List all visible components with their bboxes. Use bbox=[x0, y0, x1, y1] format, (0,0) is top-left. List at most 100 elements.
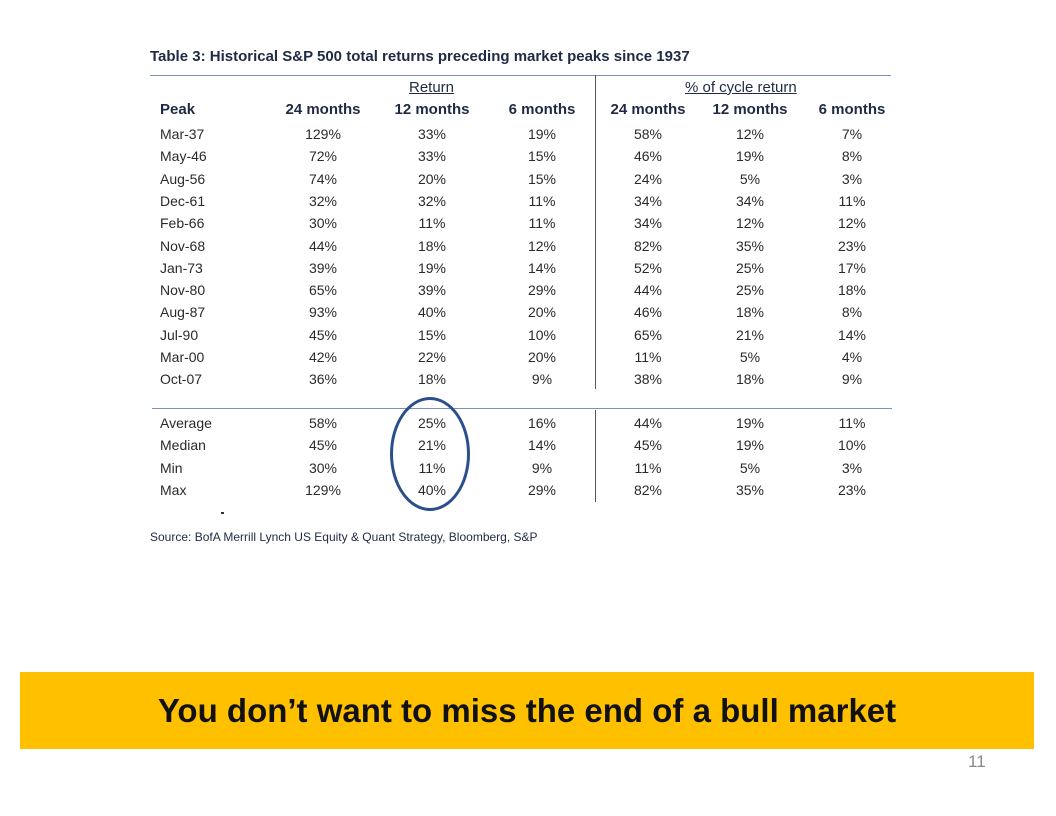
table-cell: 29% bbox=[527, 282, 557, 298]
row-label: Aug-87 bbox=[160, 304, 206, 320]
table-row: Mar-00 42% 22% 20% 11% 5% 4% bbox=[150, 346, 895, 368]
table-cell: 11% bbox=[634, 460, 662, 476]
table-cell: 29% bbox=[527, 482, 557, 498]
table-cell: 25% bbox=[735, 282, 765, 298]
summary-row: Min 30% 11% 9% 11% 5% 3% bbox=[150, 457, 895, 479]
table-cell: 12% bbox=[735, 126, 765, 142]
table-cell: 11% bbox=[528, 215, 556, 231]
table-cell: 19% bbox=[527, 126, 557, 142]
stray-mark bbox=[221, 512, 224, 514]
table-cell: 32% bbox=[308, 193, 338, 209]
table-cell: 5% bbox=[739, 460, 761, 476]
table-cell: 25% bbox=[735, 260, 765, 276]
row-label: Oct-07 bbox=[160, 371, 203, 387]
table-cell: 45% bbox=[308, 327, 338, 343]
table-cell: 52% bbox=[633, 260, 663, 276]
table-cell: 129% bbox=[305, 482, 341, 498]
table-cell: 46% bbox=[633, 304, 663, 320]
table-row: Nov-68 44% 18% 12% 82% 35% 23% bbox=[150, 235, 895, 257]
table-cell: 12% bbox=[837, 215, 867, 231]
table-row: Nov-80 65% 39% 29% 44% 25% 18% bbox=[150, 279, 895, 301]
table-row: Dec-61 32% 32% 11% 34% 34% 11% bbox=[150, 190, 895, 212]
table-cell: 18% bbox=[735, 371, 765, 387]
row-label: Median bbox=[160, 437, 206, 453]
table-cell: 11% bbox=[634, 349, 662, 365]
banner-text: You don’t want to miss the end of a bull… bbox=[157, 691, 897, 729]
row-label: Max bbox=[160, 482, 187, 498]
column-group-divider bbox=[595, 75, 596, 389]
table-cell: 38% bbox=[633, 371, 663, 387]
table-cell: 15% bbox=[417, 327, 447, 343]
summary-row: Max 129% 40% 29% 82% 35% 23% bbox=[150, 479, 895, 501]
table-cell: 40% bbox=[417, 304, 447, 320]
table-cell: 18% bbox=[417, 371, 447, 387]
table-row: Aug-87 93% 40% 20% 46% 18% 8% bbox=[150, 301, 895, 323]
table-cell: 22% bbox=[417, 349, 447, 365]
table-cell: 45% bbox=[633, 437, 663, 453]
summary-group-divider bbox=[595, 410, 596, 502]
table-cell: 24% bbox=[633, 171, 663, 187]
table-cell: 17% bbox=[837, 260, 867, 276]
table-row: Mar-37 129% 33% 19% 58% 12% 7% bbox=[150, 123, 895, 145]
table-row: Jul-90 45% 15% 10% 65% 21% 14% bbox=[150, 324, 895, 346]
table-cell: 30% bbox=[308, 215, 338, 231]
table-cell: 20% bbox=[527, 349, 557, 365]
column-header: 12 months bbox=[712, 101, 788, 118]
table-row: Feb-66 30% 11% 11% 34% 12% 12% bbox=[150, 212, 895, 234]
table-cell: 39% bbox=[417, 282, 447, 298]
row-label: Dec-61 bbox=[160, 193, 206, 209]
column-header: 24 months bbox=[610, 101, 686, 118]
table-cell: 72% bbox=[308, 148, 338, 164]
table-cell: 44% bbox=[308, 238, 338, 254]
column-header: Peak bbox=[160, 101, 196, 118]
column-header: 12 months bbox=[394, 101, 470, 118]
table-cell: 82% bbox=[633, 482, 663, 498]
table-row: Oct-07 36% 18% 9% 38% 18% 9% bbox=[150, 368, 895, 390]
table-cell: 65% bbox=[308, 282, 338, 298]
table-cell: 20% bbox=[417, 171, 447, 187]
table-cell: 18% bbox=[837, 282, 867, 298]
table-cell: 58% bbox=[633, 126, 663, 142]
table-cell: 18% bbox=[417, 238, 447, 254]
table-cell: 93% bbox=[308, 304, 338, 320]
table-cell: 10% bbox=[527, 327, 557, 343]
source-note: Source: BofA Merrill Lynch US Equity & Q… bbox=[150, 530, 538, 544]
table-cell: 12% bbox=[527, 238, 557, 254]
row-label: Aug-56 bbox=[160, 171, 206, 187]
returns-table: Table 3: Historical S&P 500 total return… bbox=[150, 46, 895, 514]
row-label: Mar-37 bbox=[160, 126, 205, 142]
row-label: Average bbox=[160, 415, 212, 431]
row-label: Nov-68 bbox=[160, 238, 206, 254]
column-header: 6 months bbox=[818, 101, 886, 118]
table-cell: 11% bbox=[838, 415, 866, 431]
table-cell: 129% bbox=[305, 126, 341, 142]
summary-separator bbox=[152, 408, 892, 409]
table-cell: 39% bbox=[308, 260, 338, 276]
summary-row: Average 58% 25% 16% 44% 19% 11% bbox=[150, 412, 895, 434]
table-cell: 19% bbox=[735, 437, 765, 453]
table-cell: 35% bbox=[735, 238, 765, 254]
table-cell: 21% bbox=[735, 327, 765, 343]
table-cell: 8% bbox=[841, 304, 863, 320]
table-cell: 36% bbox=[308, 371, 338, 387]
table-cell: 74% bbox=[308, 171, 338, 187]
table-cell: 14% bbox=[837, 327, 867, 343]
summary-row: Median 45% 21% 14% 45% 19% 10% bbox=[150, 434, 895, 456]
table-cell: 23% bbox=[837, 482, 867, 498]
row-label: Mar-00 bbox=[160, 349, 205, 365]
table-row: May-46 72% 33% 15% 46% 19% 8% bbox=[150, 145, 895, 167]
table-cell: 42% bbox=[308, 349, 338, 365]
table-cell: 30% bbox=[308, 460, 338, 476]
table-cell: 15% bbox=[527, 148, 557, 164]
table-cell: 58% bbox=[308, 415, 338, 431]
row-label: Jan-73 bbox=[160, 260, 203, 276]
table-cell: 11% bbox=[418, 215, 446, 231]
table-cell: 34% bbox=[633, 193, 663, 209]
table-row: Jan-73 39% 19% 14% 52% 25% 17% bbox=[150, 257, 895, 279]
table-cell: 34% bbox=[633, 215, 663, 231]
table-cell: 65% bbox=[633, 327, 663, 343]
table-cell: 5% bbox=[739, 349, 761, 365]
table-cell: 14% bbox=[527, 260, 557, 276]
takeaway-banner: You don’t want to miss the end of a bull… bbox=[20, 672, 1034, 749]
table-cell: 32% bbox=[417, 193, 447, 209]
